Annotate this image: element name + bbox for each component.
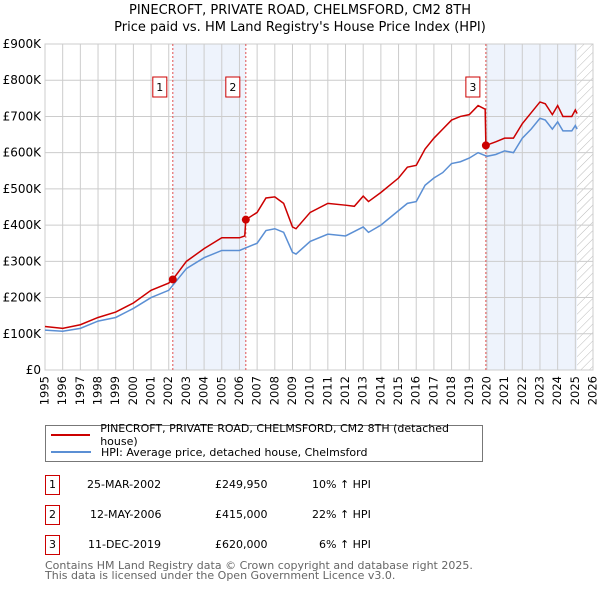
sale-period-shade [485,44,578,370]
y-tick-label: £400K [3,218,43,232]
legend-item-property: PINECROFT, PRIVATE ROAD, CHELMSFORD, CM2… [51,422,482,448]
x-tick-label: 2008 [267,376,281,405]
x-tick-label: 2025 [568,376,582,405]
sale-marker-label: 3 [45,535,60,555]
x-tick-label: 2018 [444,376,458,405]
x-tick-label: 2004 [197,376,211,405]
x-tick-label: 2007 [250,376,264,405]
legend-swatch-red [51,434,91,436]
chart-title: PINECROFT, PRIVATE ROAD, CHELMSFORD, CM2… [128,3,472,18]
x-tick-label: 2015 [391,376,405,405]
x-tick-label: 2020 [479,376,493,405]
sale-hpi: 10% ↑ HPI [312,478,371,491]
chart-subtitle: Price paid vs. HM Land Registry's House … [114,20,486,35]
x-tick-label: 2013 [356,376,370,405]
x-tick-label: 2021 [497,376,511,405]
y-tick-label: £0 [26,363,41,377]
y-tick-label: £200K [3,291,43,305]
x-tick-label: 2010 [303,376,317,405]
sale-price: £620,000 [215,538,268,551]
sale-price: £415,000 [215,508,268,521]
legend: PINECROFT, PRIVATE ROAD, CHELMSFORD, CM2… [45,422,483,462]
sale-label: 3 [469,81,476,94]
x-tick-label: 2023 [532,376,546,405]
y-tick-label: £700K [3,109,43,123]
x-tick-label: 2003 [179,376,193,405]
y-tick-label: £600K [3,146,43,160]
y-tick-label: £500K [3,182,43,196]
sale-date: 25-MAR-2002 [87,478,162,491]
forecast-hatch [577,44,593,370]
y-tick-label: £100K [3,327,43,341]
x-tick-label: 2006 [232,376,246,405]
footer-copyright: Contains HM Land Registry data © Crown c… [45,559,473,572]
sale-date: 12-MAY-2006 [90,508,162,521]
sale-label: 1 [156,81,163,94]
x-tick-label: 2011 [320,376,334,405]
sale-label-box [465,76,481,98]
sale-label-box [225,76,241,98]
x-tick-label: 2014 [373,376,387,405]
x-tick-label: 1998 [91,376,105,405]
sale-point [241,215,250,224]
sale-label-box [152,76,168,98]
legend-label: HPI: Average price, detached house, Chel… [101,445,368,459]
plot-area: 1995 1996 1997 1998 1999 2000 2001 2002 2003 2004… [3,37,600,405]
x-tick-label: 2019 [462,376,476,405]
sale-hpi: 22% ↑ HPI [312,508,371,521]
x-tick-label: 2026 [586,376,600,405]
sale-marker-label: 2 [45,505,60,525]
x-tick-label: 2009 [285,376,299,405]
sale-period-shade [172,44,246,370]
x-tick-label: 1995 [38,376,52,405]
sale-point [168,275,177,284]
x-tick-label: 2022 [515,376,529,405]
sale-point [481,141,490,150]
hpi-line [44,117,578,332]
sale-price: £249,950 [215,478,268,491]
x-tick-label: 2001 [144,376,158,405]
x-tick-label: 2000 [126,376,140,405]
x-tick-label: 2012 [338,376,352,405]
x-tick-label: 2016 [409,376,423,405]
legend-swatch-blue [51,451,91,453]
footer-licence: This data is licensed under the Open Gov… [45,569,396,582]
x-tick-label: 2024 [550,376,564,405]
x-tick-label: 2005 [214,376,228,405]
x-tick-label: 2017 [426,376,440,405]
y-tick-label: £900K [3,37,43,51]
legend-item-hpi: HPI: Average price, detached house, Chel… [51,444,367,460]
x-tick-label: 1997 [73,376,87,405]
legend-label: PINECROFT, PRIVATE ROAD, CHELMSFORD, CM2… [100,422,449,448]
x-tick-label: 2002 [161,376,175,405]
sale-label: 2 [229,81,236,94]
y-tick-label: £800K [3,73,43,87]
sale-date: 11-DEC-2019 [88,538,162,551]
plot-frame [44,43,594,371]
y-tick-label: £300K [3,254,43,268]
price-paid-line [44,101,578,330]
x-tick-label: 1999 [108,376,122,405]
sale-hpi: 6% ↑ HPI [319,538,371,551]
x-tick-label: 1996 [55,376,69,405]
sale-marker-label: 1 [45,475,60,495]
